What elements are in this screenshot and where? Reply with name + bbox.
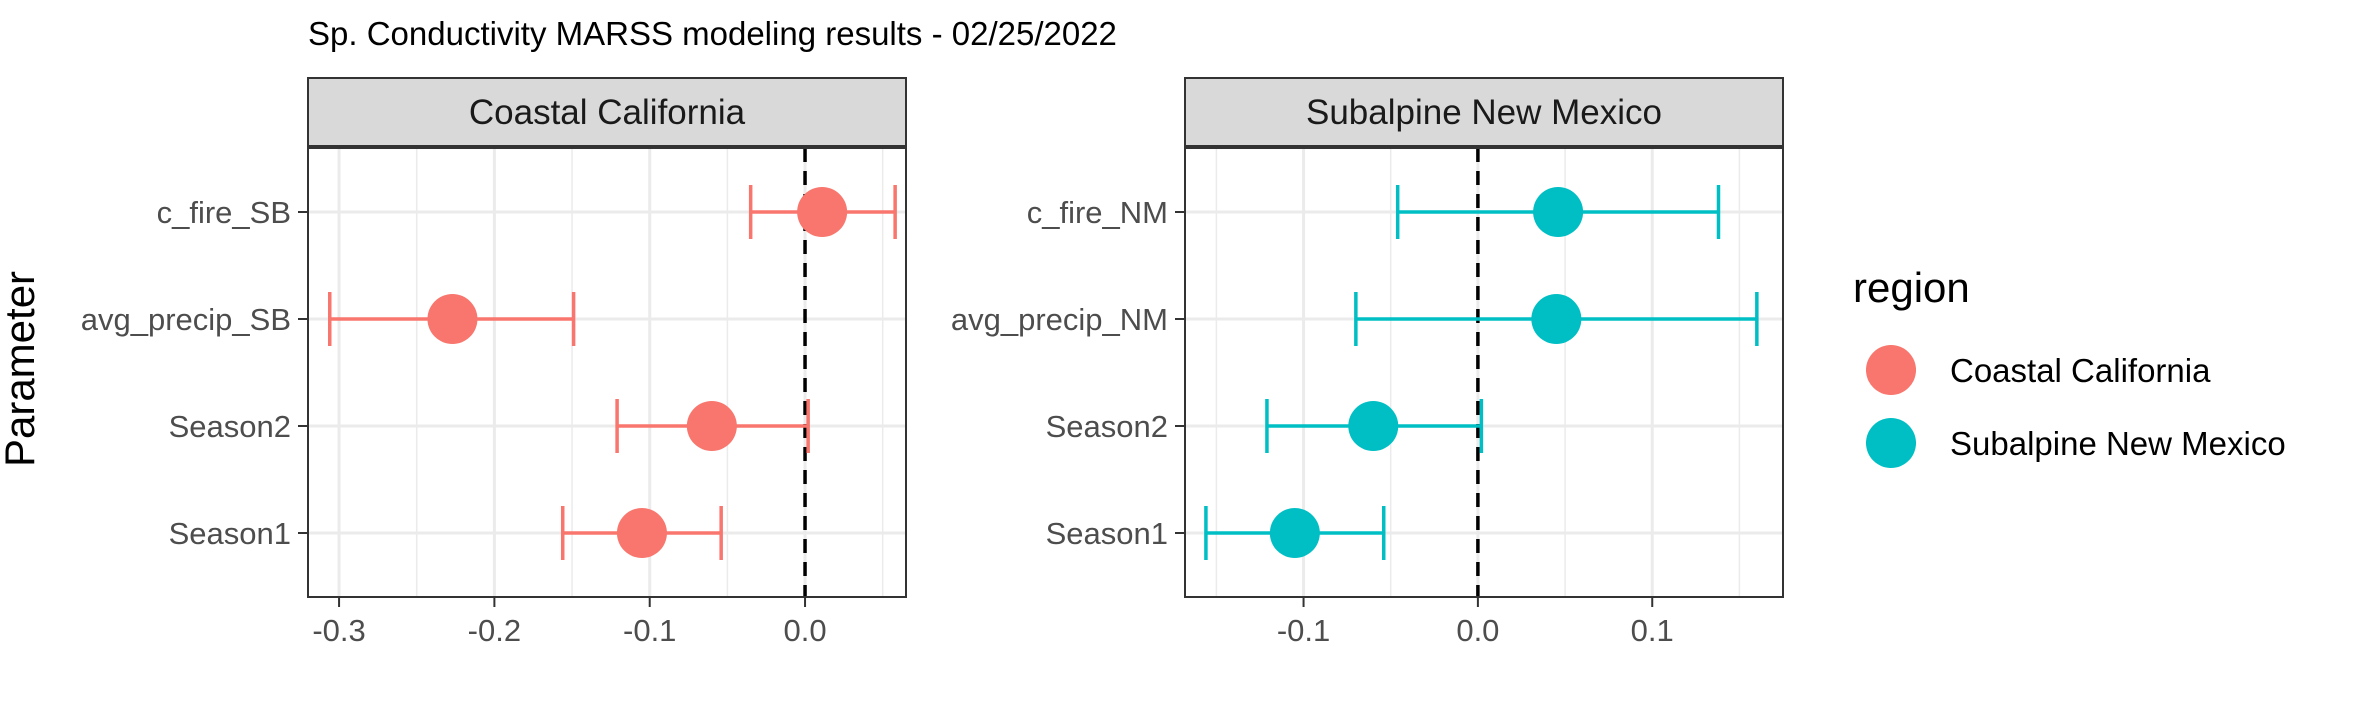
y-tick-label: Season1 (1046, 516, 1168, 551)
panel-2: Subalpine New Mexico c_fire_NM avg_precip_… (951, 77, 1784, 648)
point-Season2 (686, 401, 737, 451)
panel-1: Coastal California c_fire_SB avg_precip_SB… (81, 77, 907, 648)
errorbar-Season1 (1204, 506, 1386, 560)
legend-title: region (1853, 264, 1970, 311)
y-tick-label: avg_precip_SB (81, 302, 291, 337)
errorbar-Season2 (1265, 399, 1484, 453)
x-tick-label: 0.0 (783, 613, 826, 648)
y-tick-label: avg_precip_NM (951, 302, 1168, 337)
point-c_fire_NM (1533, 187, 1584, 237)
point-avg_precip_NM (1531, 294, 1582, 344)
chart-title: Sp. Conductivity MARSS modeling results … (308, 15, 1117, 52)
errorbar-c_fire_NM (1395, 185, 1721, 239)
point-c_fire_SB (797, 187, 848, 237)
strip-background (1184, 77, 1784, 147)
y-tick-label: c_fire_SB (157, 195, 291, 230)
legend-key-point (1866, 418, 1916, 468)
legend-label: Subalpine New Mexico (1950, 425, 2286, 462)
errorbar-Season2 (615, 399, 810, 453)
y-axis-label: Parameter (0, 271, 43, 467)
x-tick-label: -0.1 (1277, 613, 1330, 648)
legend-key-point (1866, 345, 1916, 395)
point-Season2 (1348, 401, 1399, 451)
y-tick-label: c_fire_NM (1027, 195, 1168, 230)
x-tick-label: -0.3 (312, 613, 365, 648)
y-tick-label: Season2 (169, 409, 291, 444)
legend-label: Coastal California (1950, 352, 2211, 389)
legend-item-1: Coastal California (1866, 345, 2211, 395)
point-Season1 (616, 508, 667, 558)
panel-border (307, 147, 907, 598)
strip-label: Subalpine New Mexico (1306, 93, 1662, 132)
legend-item-2: Subalpine New Mexico (1866, 418, 2286, 468)
x-tick-label: 0.0 (1456, 613, 1499, 648)
point-avg_precip_SB (427, 294, 478, 344)
x-tick-label: 0.1 (1631, 613, 1674, 648)
y-tick-label: Season1 (169, 516, 291, 551)
y-tick-label: Season2 (1046, 409, 1168, 444)
panels-layer: Coastal California c_fire_SB avg_precip_SB… (81, 77, 1784, 648)
panel-border (1184, 147, 1784, 598)
point-Season1 (1269, 508, 1320, 558)
x-tick-label: -0.2 (468, 613, 521, 648)
strip-label: Coastal California (469, 93, 746, 132)
strip-background (307, 77, 907, 147)
errorbar-avg_precip_NM (1354, 292, 1759, 346)
x-tick-label: -0.1 (623, 613, 676, 648)
errorbar-Season1 (560, 506, 723, 560)
legend: region Coastal California Subalpine New M… (1853, 264, 2286, 468)
errorbar-c_fire_SB (748, 185, 897, 239)
errorbar-avg_precip_SB (327, 292, 576, 346)
